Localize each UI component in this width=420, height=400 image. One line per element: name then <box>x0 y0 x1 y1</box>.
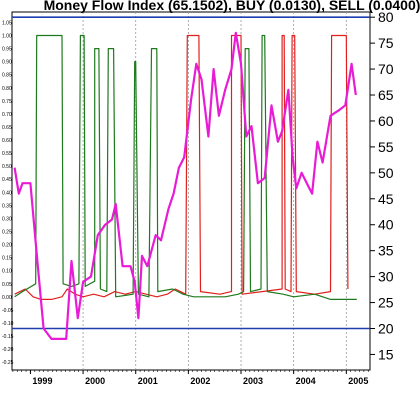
x-tick-label: 2003 <box>243 376 263 386</box>
left-tick-label: 0.90 <box>2 60 12 66</box>
left-tick-label: 0.65 <box>2 125 12 131</box>
left-tick-label: 1.00 <box>2 34 12 40</box>
x-tick-label: 2005 <box>348 376 368 386</box>
left-tick-label: 0.50 <box>2 164 12 170</box>
left-tick-label: -0.05 <box>2 308 14 314</box>
x-tick-label: 2004 <box>296 376 316 386</box>
right-tick-label: 80 <box>378 9 394 25</box>
left-tick-label: -0.20 <box>2 347 14 353</box>
right-tick-label: 20 <box>378 320 394 336</box>
left-tick-label: 0.05 <box>2 282 12 288</box>
left-tick-label: 0.85 <box>2 73 12 79</box>
x-tick-label: 2000 <box>85 376 105 386</box>
right-tick-label: 35 <box>378 243 394 259</box>
left-tick-label: 1.05 <box>2 20 12 26</box>
series-line <box>14 34 349 300</box>
reference-lines <box>12 16 370 330</box>
right-tick-label: 45 <box>378 191 394 207</box>
left-tick-label: -0.10 <box>2 321 14 327</box>
x-tick-label: 2001 <box>138 376 158 386</box>
left-tick-label: 0.45 <box>2 177 12 183</box>
right-tick-label: 50 <box>378 165 394 181</box>
left-tick-label: 0.10 <box>2 269 12 275</box>
left-tick-label: 0.80 <box>2 86 12 92</box>
series-line <box>14 34 357 300</box>
left-tick-label: 0.60 <box>2 138 12 144</box>
left-tick-label: 0.00 <box>2 295 12 301</box>
x-tick-label: 1999 <box>32 376 52 386</box>
plot-frame <box>11 11 371 371</box>
right-tick-label: 55 <box>378 139 394 155</box>
left-tick-label: 0.20 <box>2 243 12 249</box>
series-line <box>13 31 357 340</box>
right-tick-label: 15 <box>378 346 394 362</box>
left-tick-label: 0.25 <box>2 230 12 236</box>
left-tick-label: -0.15 <box>2 334 14 340</box>
left-tick-label: 0.75 <box>2 99 12 105</box>
left-tick-label: -0.25 <box>2 360 14 366</box>
right-axis: 15 20 25 30 35 40 45 50 55 60 65 70 75 80 <box>370 9 394 362</box>
left-tick-label: 0.40 <box>2 190 12 196</box>
left-tick-label: 0.30 <box>2 216 12 222</box>
right-tick-label: 75 <box>378 35 394 51</box>
chart-title: Money Flow Index (65.1502), BUY (0.0130)… <box>44 0 420 13</box>
x-axis: 1999 2000 2001 2002 2003 2004 2005 <box>12 370 369 386</box>
right-tick-label: 40 <box>378 217 394 233</box>
right-tick-label: 65 <box>378 87 394 103</box>
left-tick-label: 0.95 <box>2 47 12 53</box>
right-tick-label: 70 <box>378 61 394 77</box>
right-tick-label: 60 <box>378 113 394 129</box>
left-tick-label: 0.55 <box>2 151 12 157</box>
x-tick-label: 2002 <box>190 376 210 386</box>
left-axis: 1.05 1.00 0.95 0.90 0.85 0.80 0.75 0.70 0.65 0.60… <box>2 20 14 366</box>
left-tick-label: 0.70 <box>2 112 12 118</box>
right-tick-label: 25 <box>378 295 394 311</box>
left-tick-label: 0.15 <box>2 256 12 262</box>
left-tick-label: 0.35 <box>2 203 12 209</box>
right-tick-label: 30 <box>378 269 394 285</box>
series-lines <box>13 31 357 340</box>
